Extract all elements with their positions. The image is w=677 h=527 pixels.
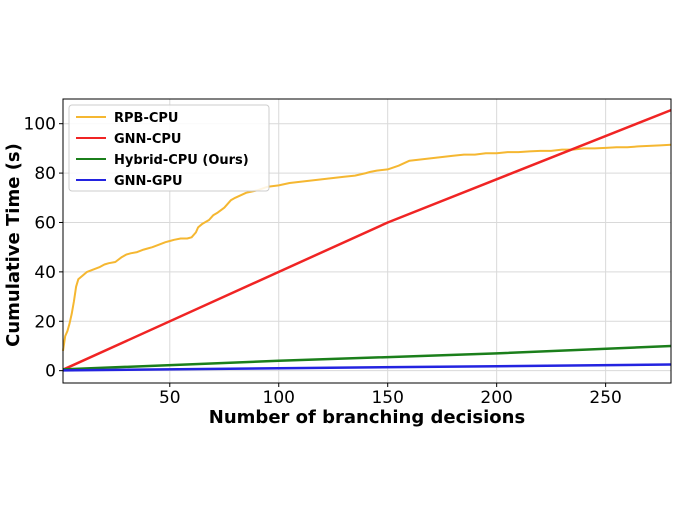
x-tick-label: 100 xyxy=(263,388,295,408)
plot-frame xyxy=(62,98,672,384)
x-axis-title: Number of branching decisions xyxy=(209,407,525,428)
legend: RPB-CPU GNN-CPU Hybrid-CPU (Ours) GNN-GP… xyxy=(68,104,270,192)
series-lines xyxy=(62,108,672,372)
legend-box xyxy=(68,104,270,192)
y-tick-label: 60 xyxy=(34,213,56,233)
series-line-hybrid-cpu xyxy=(62,344,672,371)
legend-label-hybrid-cpu: Hybrid-CPU (Ours) xyxy=(114,153,249,168)
x-tick-label: 50 xyxy=(159,388,181,408)
y-tick-label: 0 xyxy=(45,362,56,382)
y-tick-label: 40 xyxy=(34,263,56,283)
x-tick-label: 200 xyxy=(480,388,512,408)
legend-label-rpb-cpu: RPB-CPU xyxy=(114,111,178,126)
legend-label-gnn-gpu: GNN-GPU xyxy=(114,174,183,189)
y-axis-title: Cumulative Time (s) xyxy=(3,143,24,347)
series-line-gnn-cpu xyxy=(62,108,672,371)
x-tick-label: 150 xyxy=(371,388,403,408)
y-tick-label: 20 xyxy=(34,312,56,332)
axis-ticks: 50 100 150 200 250 0 20 40 60 80 100 xyxy=(24,115,622,408)
y-tick-label: 80 xyxy=(34,164,56,184)
y-tick-label: 100 xyxy=(24,115,56,135)
x-tick-label: 250 xyxy=(589,388,621,408)
series-line-gnn-gpu xyxy=(62,363,672,372)
legend-label-gnn-cpu: GNN-CPU xyxy=(114,132,181,147)
